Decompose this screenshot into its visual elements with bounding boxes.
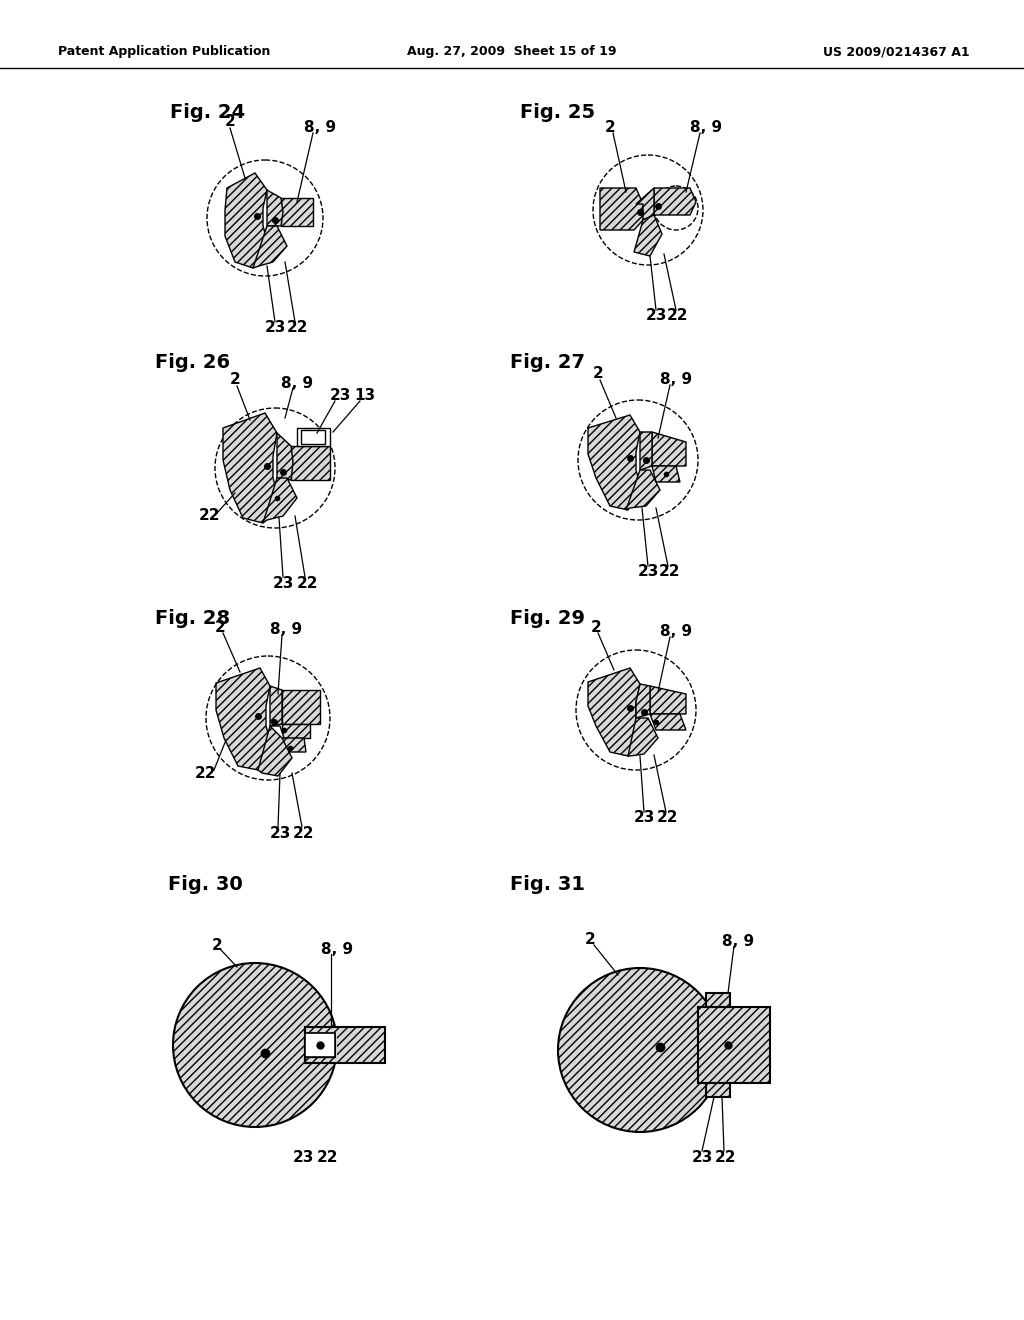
Text: 8, 9: 8, 9 — [722, 933, 754, 949]
Text: 8, 9: 8, 9 — [321, 941, 353, 957]
Polygon shape — [282, 738, 306, 752]
Polygon shape — [223, 413, 278, 523]
Text: 22: 22 — [287, 321, 308, 335]
Text: 22: 22 — [200, 508, 221, 524]
Text: 22: 22 — [296, 576, 317, 590]
Text: 13: 13 — [354, 388, 376, 404]
Text: 23: 23 — [691, 1150, 713, 1164]
Polygon shape — [654, 187, 696, 215]
Polygon shape — [652, 466, 680, 482]
Text: 2: 2 — [229, 372, 241, 388]
Polygon shape — [258, 726, 292, 776]
Text: 22: 22 — [659, 565, 681, 579]
Text: 22: 22 — [293, 825, 314, 841]
Text: 23: 23 — [633, 810, 654, 825]
Text: 23: 23 — [645, 309, 667, 323]
Polygon shape — [278, 433, 293, 480]
Polygon shape — [626, 470, 660, 510]
Text: Fig. 28: Fig. 28 — [155, 609, 230, 627]
Text: Fig. 24: Fig. 24 — [170, 103, 245, 121]
Text: Patent Application Publication: Patent Application Publication — [58, 45, 270, 58]
Text: 8, 9: 8, 9 — [281, 375, 313, 391]
Text: 8, 9: 8, 9 — [690, 120, 722, 136]
Polygon shape — [263, 478, 297, 523]
Text: 2: 2 — [215, 620, 225, 635]
Text: 22: 22 — [196, 766, 217, 780]
Polygon shape — [650, 714, 686, 730]
Text: 8, 9: 8, 9 — [659, 624, 692, 639]
Text: 22: 22 — [715, 1150, 736, 1164]
Text: 23: 23 — [272, 576, 294, 590]
Text: 22: 22 — [316, 1150, 338, 1164]
Text: 23: 23 — [330, 388, 350, 404]
Polygon shape — [305, 1034, 335, 1057]
Text: Fig. 30: Fig. 30 — [168, 875, 243, 895]
Polygon shape — [634, 215, 662, 256]
Polygon shape — [698, 1007, 770, 1082]
Polygon shape — [588, 414, 640, 510]
Text: 2: 2 — [593, 367, 603, 381]
Text: Fig. 26: Fig. 26 — [155, 354, 230, 372]
Polygon shape — [267, 190, 283, 226]
Polygon shape — [270, 726, 284, 738]
Polygon shape — [291, 446, 330, 480]
Text: 23: 23 — [264, 321, 286, 335]
Text: 8, 9: 8, 9 — [270, 623, 302, 638]
Polygon shape — [652, 432, 686, 466]
Polygon shape — [636, 187, 654, 220]
Text: 2: 2 — [604, 120, 615, 136]
Polygon shape — [270, 686, 282, 726]
Text: 22: 22 — [657, 810, 679, 825]
Polygon shape — [636, 684, 650, 718]
Polygon shape — [301, 430, 325, 444]
Polygon shape — [281, 198, 313, 226]
Text: 2: 2 — [212, 937, 222, 953]
Text: Fig. 31: Fig. 31 — [510, 875, 585, 895]
Polygon shape — [305, 1034, 335, 1057]
Text: 23: 23 — [637, 565, 658, 579]
Text: 22: 22 — [668, 309, 689, 323]
Polygon shape — [600, 187, 643, 230]
Text: 23: 23 — [292, 1150, 313, 1164]
Text: 23: 23 — [269, 825, 291, 841]
Text: 8, 9: 8, 9 — [659, 372, 692, 388]
Text: 2: 2 — [591, 620, 601, 635]
Polygon shape — [216, 668, 270, 770]
Polygon shape — [706, 1082, 730, 1097]
Polygon shape — [305, 1027, 385, 1063]
Polygon shape — [225, 173, 267, 268]
Text: 8, 9: 8, 9 — [304, 120, 336, 136]
Circle shape — [173, 964, 337, 1127]
Text: US 2009/0214367 A1: US 2009/0214367 A1 — [823, 45, 970, 58]
Text: 2: 2 — [224, 115, 236, 129]
Text: Aug. 27, 2009  Sheet 15 of 19: Aug. 27, 2009 Sheet 15 of 19 — [408, 45, 616, 58]
Polygon shape — [650, 686, 686, 714]
Text: Fig. 25: Fig. 25 — [520, 103, 595, 121]
Text: 2: 2 — [585, 932, 595, 946]
Text: Fig. 29: Fig. 29 — [510, 609, 585, 627]
Polygon shape — [282, 690, 319, 723]
Polygon shape — [305, 1034, 337, 1057]
Polygon shape — [297, 428, 330, 446]
Polygon shape — [706, 993, 730, 1007]
Polygon shape — [640, 432, 652, 470]
Polygon shape — [282, 723, 310, 738]
Polygon shape — [588, 668, 640, 756]
Text: Fig. 27: Fig. 27 — [510, 354, 585, 372]
Polygon shape — [628, 718, 658, 756]
Polygon shape — [253, 226, 287, 268]
Circle shape — [558, 968, 722, 1133]
